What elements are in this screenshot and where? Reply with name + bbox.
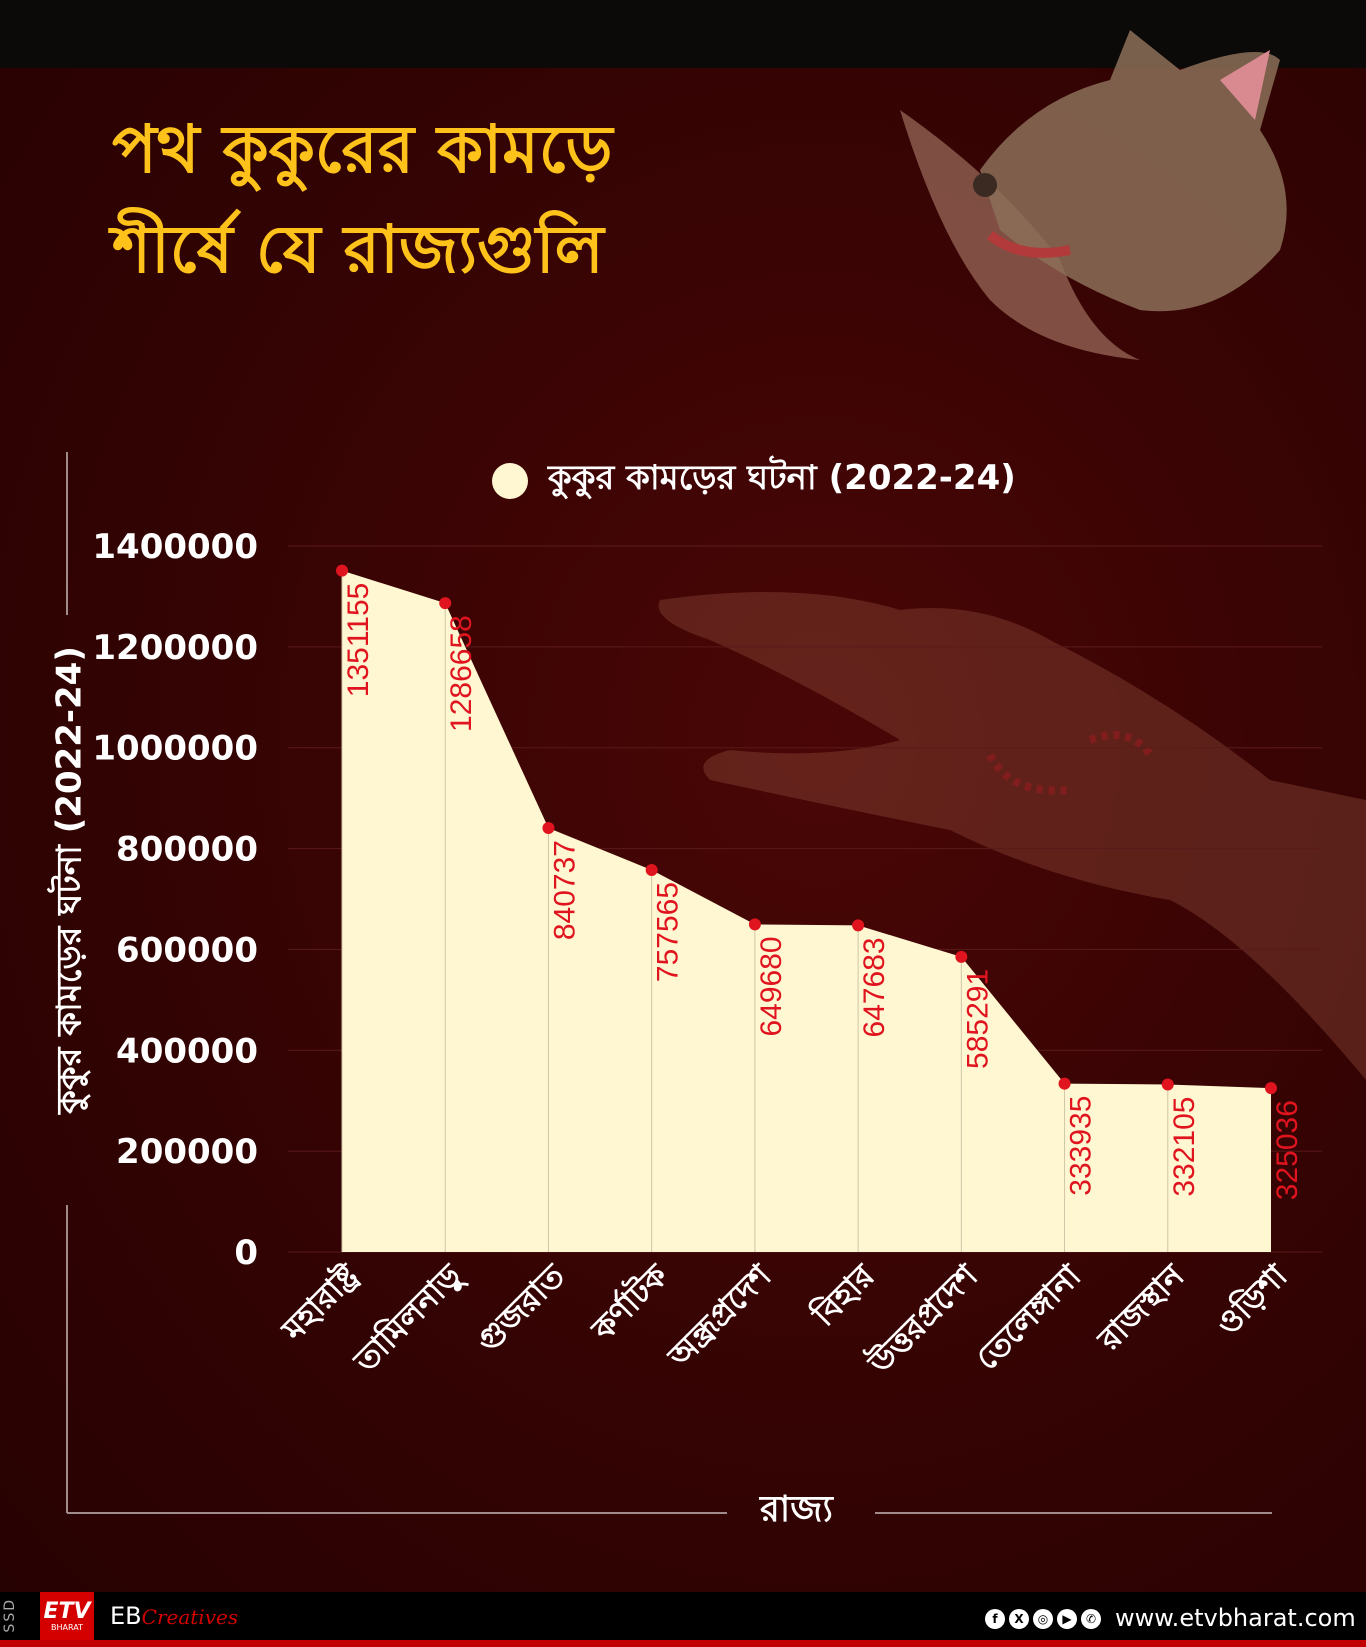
instagram-icon[interactable]: ◎ (1033, 1609, 1053, 1629)
x-tick-label: গুজরাত (469, 1256, 573, 1360)
chart-legend: কুকুর কামড়ের ঘটনা (2022-24) (492, 452, 1016, 509)
x-tick-label: তেলেঙ্গানা (968, 1256, 1090, 1378)
data-point (1161, 1078, 1174, 1091)
data-point (542, 822, 555, 835)
data-label: 1286658 (445, 615, 478, 732)
x-tick-label: তামিলনাড়ু (345, 1255, 471, 1381)
data-label: 647683 (858, 937, 891, 1037)
logo-text: ETV (43, 1598, 91, 1624)
y-tick-label: 1000000 (92, 729, 258, 769)
data-label: 585291 (961, 969, 994, 1069)
data-point (645, 863, 658, 876)
data-point (748, 918, 761, 931)
data-point (336, 564, 348, 577)
title-line-2: শীর্ষে যে রাজ্যগুলি (112, 211, 604, 288)
x-icon[interactable]: X (1009, 1609, 1029, 1629)
x-tick-label: রাজস্থান (1090, 1255, 1193, 1358)
website-link[interactable]: www.etvbharat.com (1115, 1604, 1356, 1632)
y-axis-title: কুকুর কামড়ের ঘটনা (2022-24) (49, 646, 90, 1114)
facebook-icon[interactable]: f (985, 1609, 1005, 1629)
eb-text: EB (110, 1602, 142, 1630)
data-point (852, 919, 865, 932)
x-axis-title: রাজ্য (760, 1489, 833, 1530)
data-label: 1351155 (342, 583, 375, 698)
data-label: 840737 (548, 840, 581, 940)
data-label: 649680 (755, 936, 788, 1036)
footer-bar (0, 1592, 1366, 1647)
y-tick-label: 1200000 (92, 628, 258, 668)
y-tick-label: 800000 (116, 830, 258, 870)
x-tick-label: মহারাষ্ট্র (273, 1255, 367, 1349)
legend-label: কুকুর কামড়ের ঘটনা (2022-24) (548, 458, 1016, 498)
legend-marker (492, 462, 528, 499)
y-tick-label: 0 (234, 1233, 258, 1273)
data-point (1058, 1077, 1071, 1090)
etv-bharat-logo[interactable]: ETV BHARAT (40, 1592, 94, 1640)
data-label: 332105 (1168, 1097, 1201, 1197)
data-label: 757565 (652, 882, 685, 982)
x-tick-label: ওড়িশা (1208, 1255, 1296, 1343)
y-tick-label: 200000 (116, 1132, 258, 1172)
x-tick-label: অন্ধ্রপ্রদেশ (660, 1256, 779, 1375)
data-point (955, 950, 968, 963)
ssd-tag: SSD (2, 1598, 18, 1633)
whatsapp-icon[interactable]: ✆ (1081, 1609, 1101, 1629)
data-label: 333935 (1065, 1096, 1098, 1196)
data-label: 325036 (1271, 1100, 1304, 1200)
bitten-hand-illustration (658, 592, 1366, 1080)
y-tick-label: 400000 (116, 1031, 258, 1071)
eb-creatives-brand: EBCreatives (110, 1602, 238, 1630)
area-fill (342, 570, 1271, 1252)
youtube-icon[interactable]: ▶ (1057, 1609, 1077, 1629)
x-tick-label: কর্ণাটক (582, 1254, 676, 1348)
data-point (1265, 1082, 1277, 1095)
x-tick-label: উত্তরপ্রদেশ (858, 1255, 985, 1382)
dog-biting-illustration (900, 30, 1287, 360)
data-point (439, 597, 452, 610)
title-line-1: পথ কুকুরের কামড়ে (112, 111, 613, 188)
y-tick-label: 600000 (116, 930, 258, 970)
logo-subtext: BHARAT (51, 1622, 83, 1632)
social-icons: f X ◎ ▶ ✆ (985, 1609, 1101, 1629)
y-tick-label: 1400000 (92, 527, 258, 567)
page-title: পথ কুকুরের কামড়ে শীর্ষে যে রাজ্যগুলি (112, 100, 613, 300)
x-tick-label: বিহার (804, 1255, 883, 1334)
creatives-text: Creatives (141, 1605, 239, 1629)
